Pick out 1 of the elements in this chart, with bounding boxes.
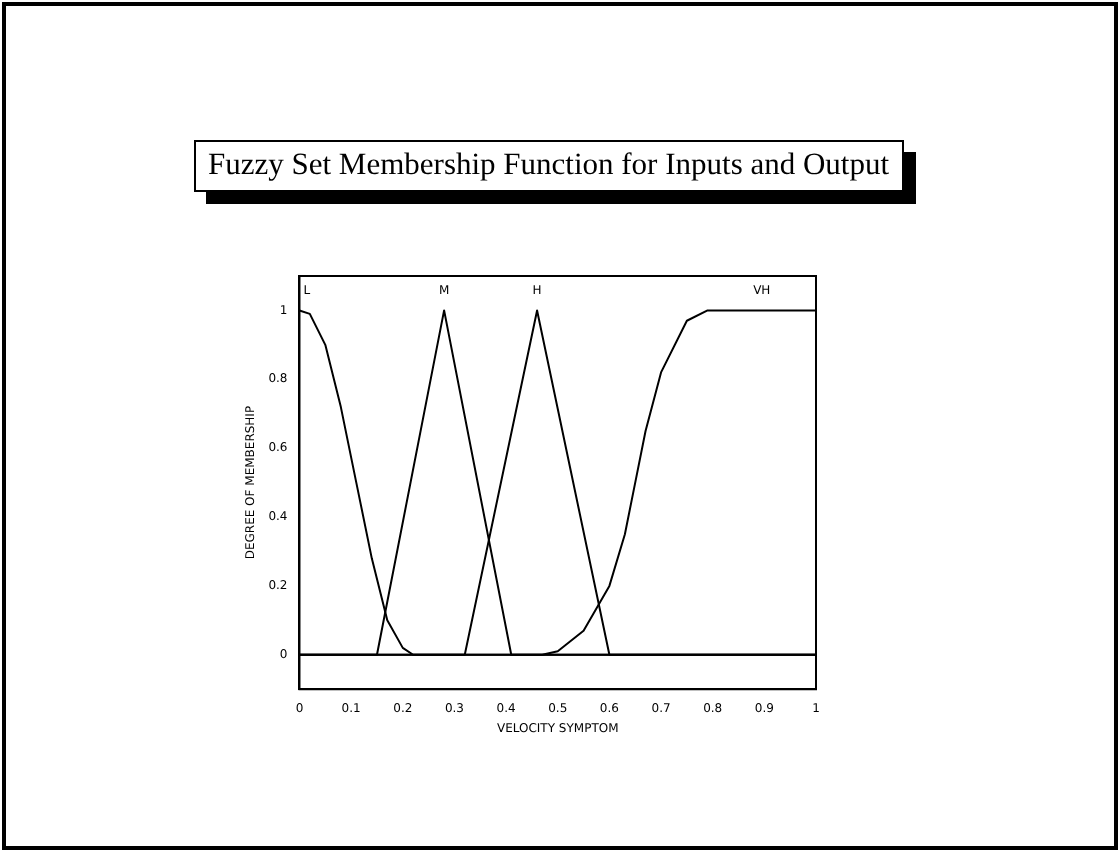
chart-title: Fuzzy Set Membership Function for Inputs and Output: [194, 140, 904, 192]
